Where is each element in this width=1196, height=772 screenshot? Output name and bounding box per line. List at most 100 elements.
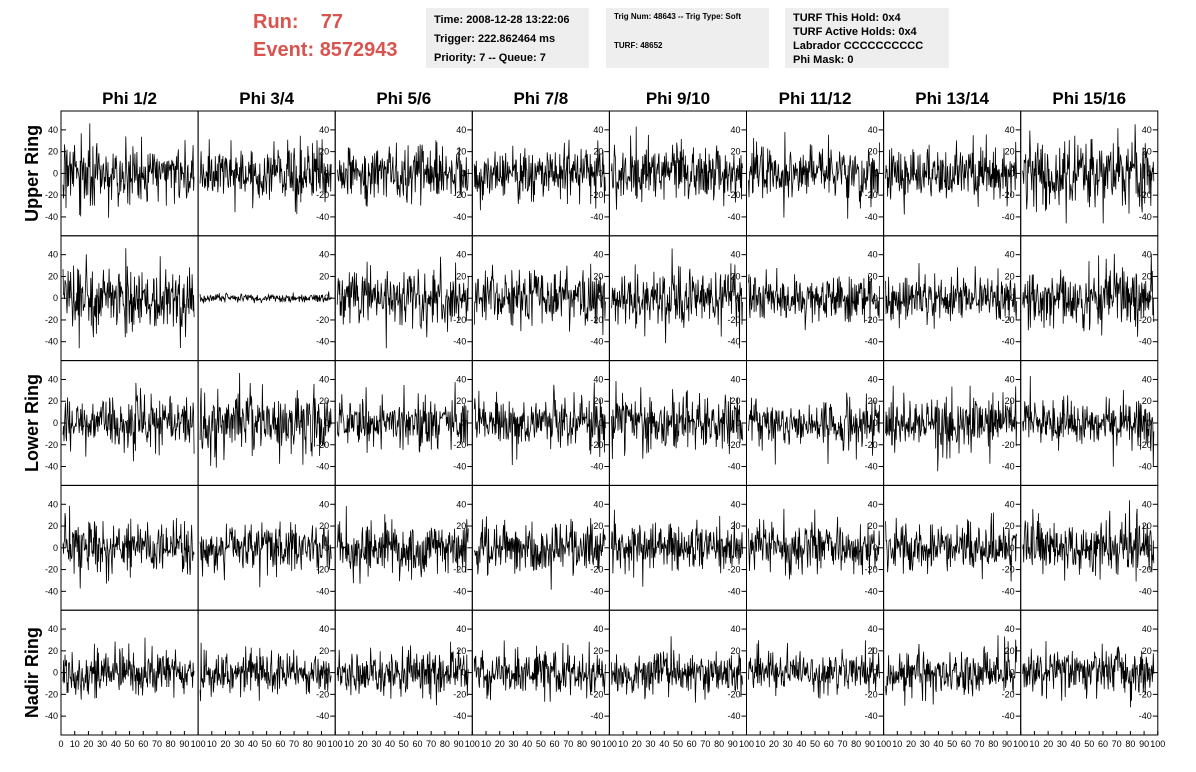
waveform-trace [1022,375,1155,467]
row-title: Nadir Ring [22,627,42,718]
x-tick-label: 10 [892,739,902,749]
y-tick-label: 20 [456,521,466,531]
x-tick-label: 90 [179,739,189,749]
y-tick-label: -20 [865,689,878,699]
y-tick-label: 40 [730,624,740,634]
run-event-header: Run: 77 Event: 8572943 [253,8,398,64]
y-tick-label: 20 [456,396,466,406]
x-tick-label: 70 [152,739,162,749]
y-tick-label: -20 [1139,315,1152,325]
x-tick-label: 50 [262,739,272,749]
y-tick-label: -20 [727,440,740,450]
x-tick-label: 20 [1043,739,1053,749]
y-tick-label: 20 [319,646,329,656]
y-tick-label: 40 [593,374,603,384]
y-tick-label: 20 [593,271,603,281]
y-tick-label: -40 [1002,711,1015,721]
y-tick-label: -40 [727,586,740,596]
x-tick-label: 100 [328,739,343,749]
y-tick-label: -20 [453,689,466,699]
x-tick-label: 30 [508,739,518,749]
y-tick-label: 20 [1005,521,1015,531]
x-tick-label: 10 [344,739,354,749]
y-tick-label: -20 [1139,565,1152,575]
y-tick-label: 20 [48,646,58,656]
x-tick-label: 10 [1029,739,1039,749]
y-tick-label: -20 [45,565,58,575]
y-tick-label: 40 [1005,374,1015,384]
y-tick-label: 20 [1142,646,1152,656]
y-tick-label: 40 [456,374,466,384]
column-title: Phi 13/14 [915,89,989,108]
y-tick-label: 40 [456,125,466,135]
y-tick-label: 20 [593,396,603,406]
y-tick-label: -20 [45,440,58,450]
y-tick-label: -40 [1002,586,1015,596]
y-tick-label: -40 [45,711,58,721]
y-tick-label: 40 [730,499,740,509]
y-tick-label: -40 [1002,212,1015,222]
y-tick-label: -40 [590,337,603,347]
waveform-trace [336,506,469,584]
y-tick-label: -20 [727,190,740,200]
y-tick-label: 20 [730,646,740,656]
y-tick-label: 20 [48,147,58,157]
x-tick-label: 60 [687,739,697,749]
run-value: 77 [320,11,344,33]
y-tick-label: -20 [45,689,58,699]
y-tick-label: -20 [1002,440,1015,450]
waveform-trace [336,140,469,207]
column-title: Phi 15/16 [1052,89,1126,108]
x-tick-label: 20 [358,739,368,749]
x-tick-label: 40 [385,739,395,749]
x-tick-label: 40 [659,739,669,749]
y-tick-label: -40 [1139,711,1152,721]
y-tick-label: 0 [461,668,466,678]
x-tick-label: 70 [1112,739,1122,749]
waveform-trace [748,508,880,580]
x-tick-label: 70 [700,739,710,749]
column-title: Phi 7/8 [513,89,568,108]
y-tick-label: 40 [48,499,58,509]
x-tick-label: 90 [591,739,601,749]
y-tick-label: -40 [45,462,58,472]
y-tick-label: -40 [453,212,466,222]
y-tick-label: 40 [319,250,329,260]
y-tick-label: 40 [868,125,878,135]
y-tick-label: 0 [598,418,603,428]
y-tick-label: 20 [1005,396,1015,406]
waveform-trace [473,516,606,590]
x-tick-label: 80 [166,739,176,749]
y-tick-label: 40 [456,250,466,260]
x-tick-label: 30 [646,739,656,749]
x-tick-label: 20 [495,739,505,749]
y-tick-label: -40 [1002,337,1015,347]
y-tick-label: 20 [730,271,740,281]
x-tick-label: 100 [602,739,617,749]
trig-num-text: Trig Num: 48643 -- Trig Type: Soft [614,12,741,21]
x-tick-label: 60 [961,739,971,749]
y-tick-label: 20 [319,521,329,531]
y-tick-label: 40 [1142,250,1152,260]
y-tick-label: -20 [1002,315,1015,325]
y-tick-label: 40 [593,250,603,260]
x-tick-label: 10 [755,739,765,749]
x-tick-label: 10 [70,739,80,749]
x-tick-label: 80 [303,739,313,749]
y-tick-label: -40 [316,711,329,721]
x-tick-label: 60 [550,739,560,749]
x-tick-label: 90 [1139,739,1149,749]
waveform-trace [199,521,332,588]
y-tick-label: 20 [593,646,603,656]
y-tick-label: -40 [727,462,740,472]
